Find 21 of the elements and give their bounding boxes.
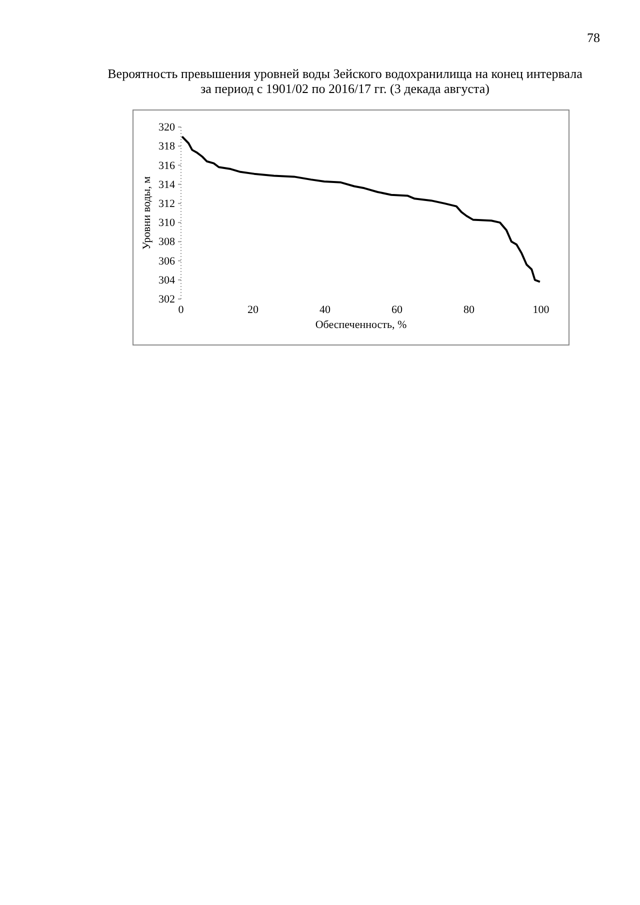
x-tick-label: 20 bbox=[248, 304, 259, 316]
y-tick-label: 312 bbox=[158, 198, 175, 210]
y-tick-label: 314 bbox=[158, 178, 176, 191]
x-tick-label: 40 bbox=[320, 304, 331, 316]
x-tick-label: 60 bbox=[392, 304, 403, 316]
y-tick-label: 316 bbox=[158, 160, 176, 172]
x-axis-title: Обеспеченность, % bbox=[315, 319, 407, 331]
y-tick-label: 318 bbox=[158, 140, 176, 153]
y-tick-label: 320 bbox=[158, 122, 176, 134]
y-tick-label: 306 bbox=[158, 255, 176, 268]
y-tick-label: 308 bbox=[158, 236, 176, 248]
x-tick-label: 0 bbox=[178, 304, 184, 316]
y-tick-label: 310 bbox=[158, 217, 176, 230]
chart-title: Вероятность превышения уровней воды Зейского водохранилища на конец интервала за период с 1901/02 по 2016/17 гг. (3 декада августа) bbox=[108, 66, 583, 96]
text: 78 bbox=[587, 30, 600, 45]
x-tick-label: 80 bbox=[464, 304, 475, 316]
y-tick-label: 302 bbox=[158, 294, 175, 306]
y-axis-title: Уровни воды, м bbox=[141, 176, 153, 250]
y-tick-label: 304 bbox=[158, 274, 176, 286]
line-series bbox=[181, 136, 541, 283]
x-tick-label: 100 bbox=[532, 304, 550, 316]
